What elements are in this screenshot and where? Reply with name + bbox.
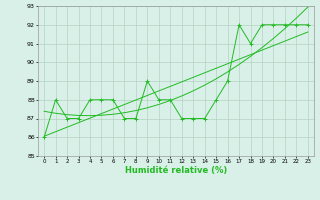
X-axis label: Humidité relative (%): Humidité relative (%) xyxy=(125,166,227,175)
